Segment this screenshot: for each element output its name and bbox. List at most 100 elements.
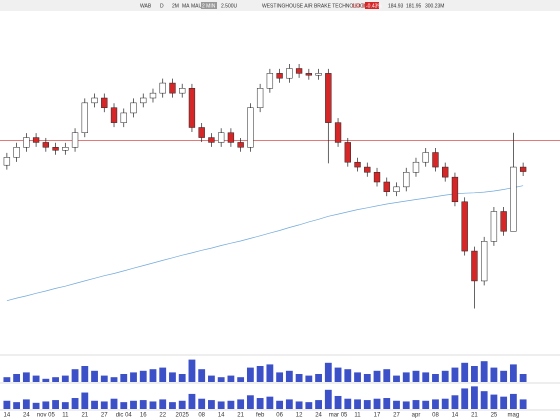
candle-body xyxy=(188,88,196,128)
oscillator-bar xyxy=(100,375,108,382)
candle-body xyxy=(3,157,11,166)
x-tick-label: 27 xyxy=(393,413,400,419)
volume-bar xyxy=(334,395,342,409)
oscillator-bar xyxy=(178,374,186,382)
candle-body xyxy=(227,132,235,143)
x-tick-label: 14 xyxy=(4,413,11,419)
x-tick-label: 21 xyxy=(471,413,478,419)
volume-bar xyxy=(198,398,206,409)
size[interactable]: 2.500U xyxy=(221,3,238,9)
toolbar: WAB D 2M MA MAU 2 MIN 2.500U WESTINGHOUS… xyxy=(0,0,560,11)
volume-bar xyxy=(61,402,69,409)
candle-body xyxy=(344,142,351,163)
oscillator-bar xyxy=(208,375,215,382)
candle-body xyxy=(52,147,59,151)
volume-bar xyxy=(266,396,274,409)
period[interactable]: D xyxy=(160,3,164,9)
volume-bar xyxy=(139,400,147,409)
oscillator-bar xyxy=(285,370,293,382)
ma[interactable]: MA xyxy=(182,3,190,9)
oscillator-bar xyxy=(71,369,79,382)
candle-body xyxy=(140,97,147,104)
oscillator-bar xyxy=(110,377,118,382)
candle-body xyxy=(295,68,303,74)
candle-body xyxy=(247,107,254,148)
volume-bar xyxy=(159,399,167,409)
volume-bar xyxy=(120,402,128,409)
oscillator-bar xyxy=(451,367,459,382)
symbol[interactable]: WAB xyxy=(140,3,152,9)
low: 181.95 xyxy=(406,3,422,9)
x-tick-label: apr xyxy=(412,413,421,419)
candle-body xyxy=(461,201,468,252)
volume-bar xyxy=(363,400,371,409)
candle-body xyxy=(71,132,79,148)
mau[interactable]: MAU xyxy=(191,3,203,9)
x-tick-label: dic 04 xyxy=(116,413,133,419)
oscillator-bar xyxy=(383,369,391,382)
volume-bar xyxy=(324,389,332,409)
x-tick-label: 06 xyxy=(276,413,283,419)
oscillator-bar xyxy=(246,367,254,382)
volume-bar xyxy=(276,400,284,409)
x-tick-label: 27 xyxy=(101,413,108,419)
x-tick-label: 24 xyxy=(315,413,322,419)
oscillator-bar xyxy=(81,366,89,382)
candle-body xyxy=(62,147,69,151)
volume-bar xyxy=(451,395,459,409)
interval[interactable]: 2 MIN xyxy=(202,3,216,9)
volume-bar xyxy=(130,400,137,409)
candle-body xyxy=(490,211,498,242)
candle-body xyxy=(519,166,527,172)
volume-bar xyxy=(169,402,176,409)
volume-bar xyxy=(422,400,430,409)
oscillator-bar xyxy=(22,372,30,382)
volume-bar xyxy=(32,402,40,409)
oscillator-bar xyxy=(354,372,361,382)
candle-body xyxy=(383,181,390,192)
volume-bar xyxy=(91,400,98,409)
oscillator-bar xyxy=(61,375,69,382)
oscillator-bar xyxy=(315,374,322,382)
volume-bar xyxy=(217,401,225,409)
oscillator-bar xyxy=(490,367,498,382)
x-tick-label: 2025 xyxy=(176,413,190,419)
volume-bar xyxy=(256,398,264,409)
oscillator-bar xyxy=(256,366,264,382)
volume-bar xyxy=(393,400,400,409)
volume-total: 300.23M xyxy=(425,3,444,9)
candle-body xyxy=(364,166,371,173)
candle-body xyxy=(500,211,507,232)
candle-body xyxy=(334,122,342,143)
candle-body xyxy=(32,137,40,143)
candle-body xyxy=(373,172,381,183)
x-tick-label: 11 xyxy=(62,413,69,419)
x-tick-label: 08 xyxy=(198,413,205,419)
volume-bar xyxy=(285,399,293,409)
candle-body xyxy=(305,73,313,76)
volume-bar xyxy=(149,401,157,409)
range[interactable]: 2M xyxy=(172,3,179,9)
candle-body xyxy=(422,152,429,163)
oscillator-bar xyxy=(324,362,332,382)
oscillator-bar xyxy=(344,369,352,382)
oscillator-bar xyxy=(363,374,371,382)
x-tick-label: 25 xyxy=(491,413,498,419)
oscillator-bar xyxy=(3,377,11,382)
candle-body xyxy=(169,82,176,94)
candle-body xyxy=(325,73,332,123)
volume-bar xyxy=(432,399,439,409)
volume-bar xyxy=(519,399,527,409)
volume-bar xyxy=(188,393,196,409)
oscillator-bar xyxy=(120,374,128,382)
volume-bar xyxy=(480,391,488,409)
candle-body xyxy=(442,166,449,178)
volume-bar xyxy=(237,399,245,409)
x-tick-label: mag xyxy=(508,413,520,419)
oscillator-bar xyxy=(393,375,400,382)
candle-body xyxy=(393,186,400,192)
company: WESTINGHOUSE AIR BRAKE TECHNOLOGIES xyxy=(262,3,373,9)
oscillator-bar xyxy=(295,374,303,382)
